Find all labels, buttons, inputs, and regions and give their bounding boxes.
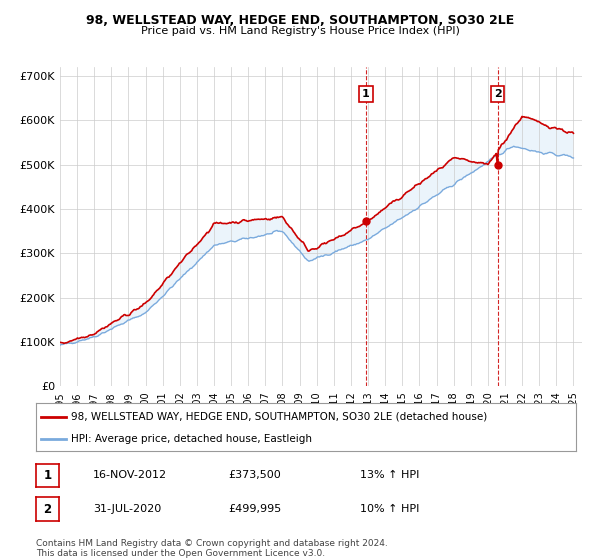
Text: Contains HM Land Registry data © Crown copyright and database right 2024.
This d: Contains HM Land Registry data © Crown c…: [36, 539, 388, 558]
Text: 16-NOV-2012: 16-NOV-2012: [93, 470, 167, 480]
Text: 98, WELLSTEAD WAY, HEDGE END, SOUTHAMPTON, SO30 2LE (detached house): 98, WELLSTEAD WAY, HEDGE END, SOUTHAMPTO…: [71, 412, 487, 422]
Text: £373,500: £373,500: [228, 470, 281, 480]
Text: Price paid vs. HM Land Registry's House Price Index (HPI): Price paid vs. HM Land Registry's House …: [140, 26, 460, 36]
Text: 13% ↑ HPI: 13% ↑ HPI: [360, 470, 419, 480]
Text: 1: 1: [362, 89, 370, 99]
Text: HPI: Average price, detached house, Eastleigh: HPI: Average price, detached house, East…: [71, 434, 312, 444]
Text: 2: 2: [494, 89, 502, 99]
Text: 1: 1: [43, 469, 52, 482]
Text: 98, WELLSTEAD WAY, HEDGE END, SOUTHAMPTON, SO30 2LE: 98, WELLSTEAD WAY, HEDGE END, SOUTHAMPTO…: [86, 14, 514, 27]
Text: 10% ↑ HPI: 10% ↑ HPI: [360, 504, 419, 514]
Text: 2: 2: [43, 502, 52, 516]
Text: £499,995: £499,995: [228, 504, 281, 514]
Text: 31-JUL-2020: 31-JUL-2020: [93, 504, 161, 514]
